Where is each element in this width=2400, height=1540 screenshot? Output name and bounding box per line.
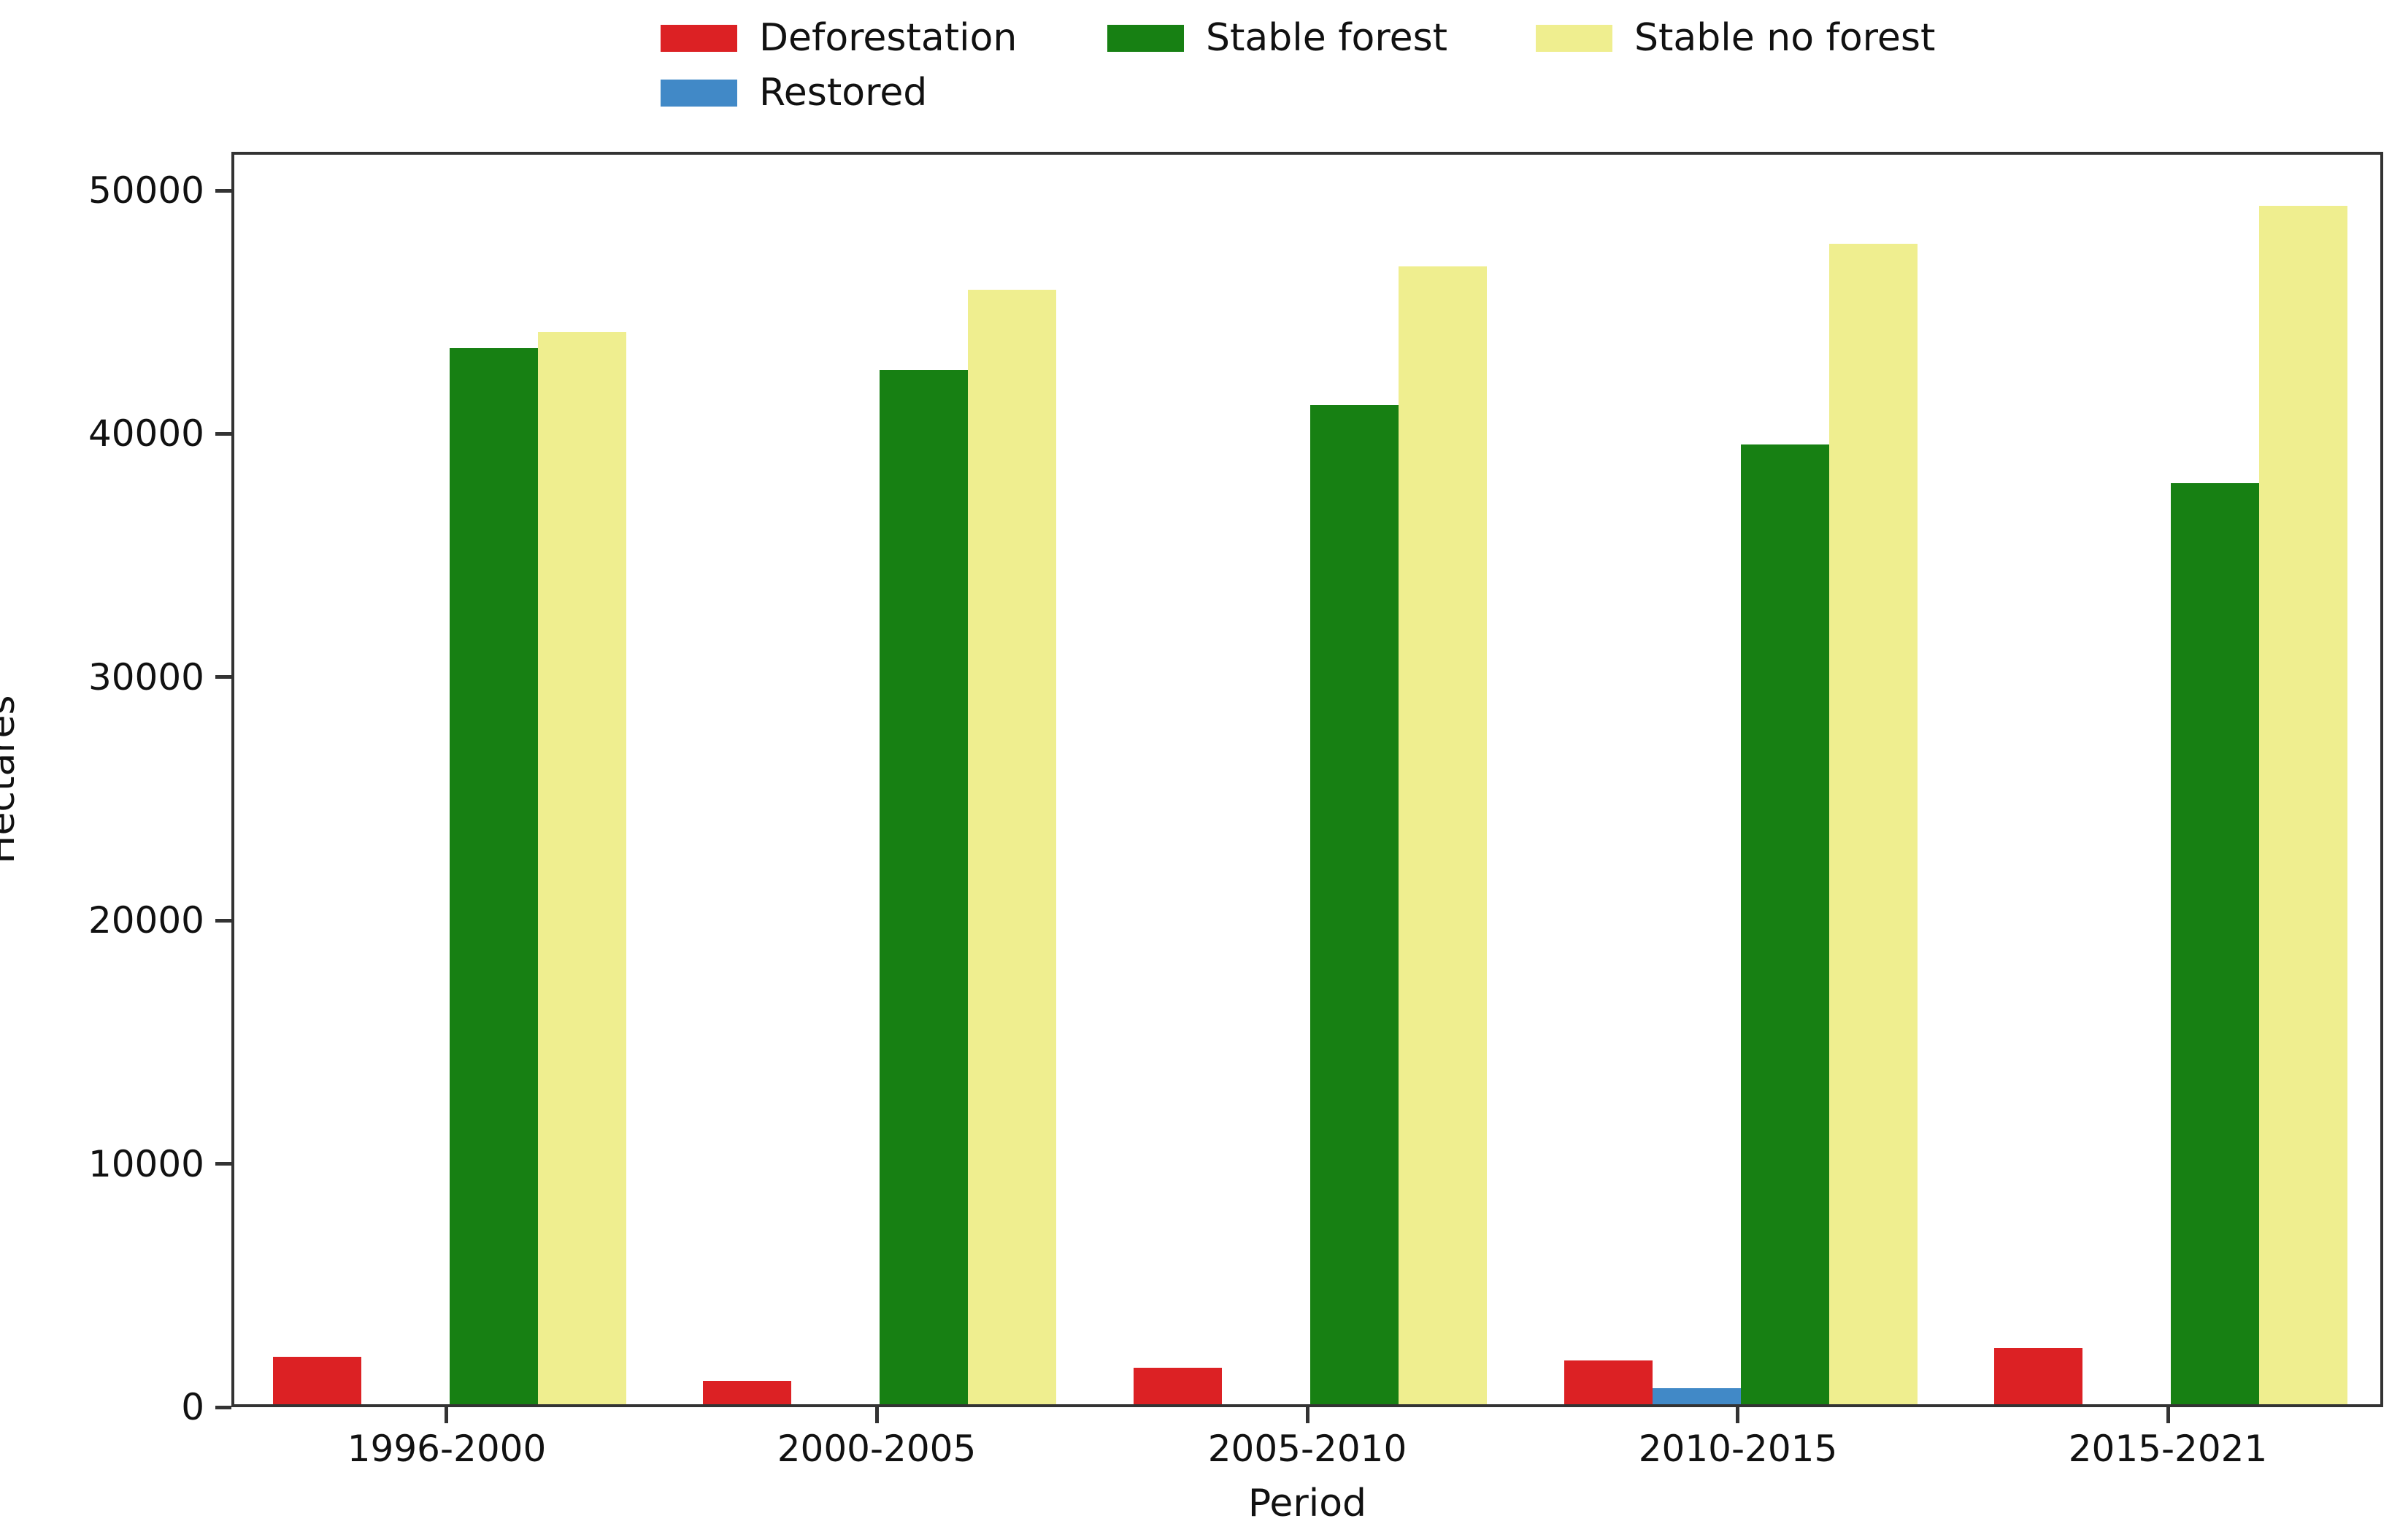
y-tick-label: 30000: [88, 656, 204, 698]
bar-restored-2010-2015: [1653, 1388, 1741, 1404]
bar-deforestation-2015-2021: [1994, 1348, 2082, 1404]
bar-stable-no-forest-2010-2015: [1829, 244, 1918, 1404]
bar-stable-forest-2010-2015: [1741, 444, 1829, 1404]
x-tick: [1736, 1407, 1739, 1423]
legend-item-stable-no-forest: Stable no forest: [1536, 19, 1935, 57]
plot-area: [231, 152, 2383, 1407]
y-tick: [215, 919, 231, 923]
x-tick: [1306, 1407, 1309, 1423]
bar-stable-no-forest-2005-2010: [1399, 266, 1487, 1404]
y-tick-label: 10000: [88, 1143, 204, 1185]
x-axis-label: Period: [1247, 1482, 1367, 1525]
x-tick-label: 2000-2005: [777, 1428, 977, 1470]
bar-deforestation-2000-2005: [703, 1381, 791, 1404]
x-tick-label: 2005-2010: [1207, 1428, 1407, 1470]
legend-item-restored: Restored: [661, 74, 927, 112]
bar-stable-no-forest-1996-2000: [538, 332, 626, 1404]
y-tick: [215, 1162, 231, 1166]
y-axis-label: Hectares: [0, 695, 23, 864]
legend-swatch-restored: [661, 79, 737, 107]
legend-label: Restored: [759, 71, 928, 115]
y-tick: [215, 432, 231, 436]
legend-swatch-deforestation: [661, 24, 737, 52]
bar-stable-forest-2015-2021: [2171, 483, 2259, 1404]
x-tick: [445, 1407, 448, 1423]
y-tick: [215, 1406, 231, 1409]
x-tick: [2166, 1407, 2170, 1423]
x-tick-label: 2010-2015: [1638, 1428, 1838, 1470]
y-tick-label: 40000: [88, 412, 204, 455]
bar-deforestation-2010-2015: [1564, 1360, 1653, 1404]
bar-stable-forest-2000-2005: [880, 370, 968, 1404]
y-tick-label: 20000: [88, 899, 204, 942]
bar-stable-forest-1996-2000: [450, 348, 538, 1404]
y-tick-label: 50000: [88, 169, 204, 212]
legend-label: Deforestation: [759, 16, 1018, 60]
y-tick-label: 0: [181, 1386, 204, 1428]
bar-deforestation-1996-2000: [273, 1357, 361, 1404]
y-tick: [215, 189, 231, 193]
bar-stable-forest-2005-2010: [1310, 405, 1399, 1404]
x-tick-label: 1996-2000: [347, 1428, 547, 1470]
x-tick-label: 2015-2021: [2068, 1428, 2268, 1470]
bar-deforestation-2005-2010: [1134, 1368, 1222, 1404]
bar-stable-no-forest-2015-2021: [2259, 206, 2347, 1404]
legend-item-deforestation: Deforestation: [661, 19, 1017, 57]
legend-item-stable-forest: Stable forest: [1107, 19, 1447, 57]
x-tick: [875, 1407, 879, 1423]
legend-swatch-stable-forest: [1107, 24, 1184, 52]
bar-stable-no-forest-2000-2005: [968, 290, 1056, 1404]
y-tick: [215, 675, 231, 679]
legend-label: Stable no forest: [1634, 16, 1936, 60]
legend-label: Stable forest: [1206, 16, 1448, 60]
legend-swatch-stable-no-forest: [1536, 24, 1612, 52]
